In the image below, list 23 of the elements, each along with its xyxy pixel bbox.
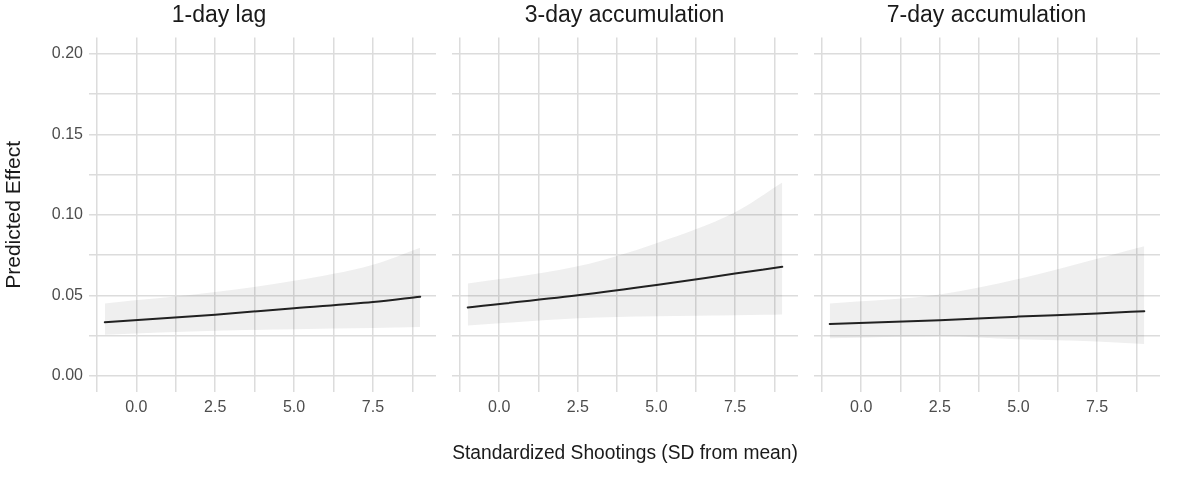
x-tick-label: 5.0: [1007, 398, 1030, 416]
chart-title: 1-day lag: [171, 1, 267, 28]
x-tick-label: 7.5: [1085, 398, 1109, 416]
x-tick-label: 7.5: [361, 398, 385, 416]
x-tick-label: 5.0: [645, 398, 668, 416]
chart-title: 7-day accumulation: [886, 1, 1087, 28]
x-tick-label: 2.5: [566, 398, 590, 416]
x-tick-label: 7.5: [723, 398, 747, 416]
x-tick-label: 2.5: [928, 398, 952, 416]
x-axis-title: Standardized Shootings (SD from mean): [452, 440, 798, 464]
y-tick-label: 0.15: [51, 124, 84, 142]
line-series: [103, 295, 422, 324]
x-tick-label: 0.0: [125, 398, 148, 416]
y-tick-label: 0.05: [51, 285, 84, 303]
y-tick-label: 0.00: [51, 366, 84, 384]
y-tick-label: 0.20: [51, 44, 84, 62]
x-tick-label: 2.5: [204, 398, 227, 416]
y-tick-label: 0.10: [51, 205, 84, 223]
y-axis-title: Predicted Effect: [1, 140, 25, 289]
x-tick-label: 5.0: [282, 398, 306, 416]
chart-title: 3-day accumulation: [524, 1, 725, 28]
x-tick-label: 0.0: [488, 398, 511, 416]
x-tick-label: 0.0: [850, 398, 873, 416]
